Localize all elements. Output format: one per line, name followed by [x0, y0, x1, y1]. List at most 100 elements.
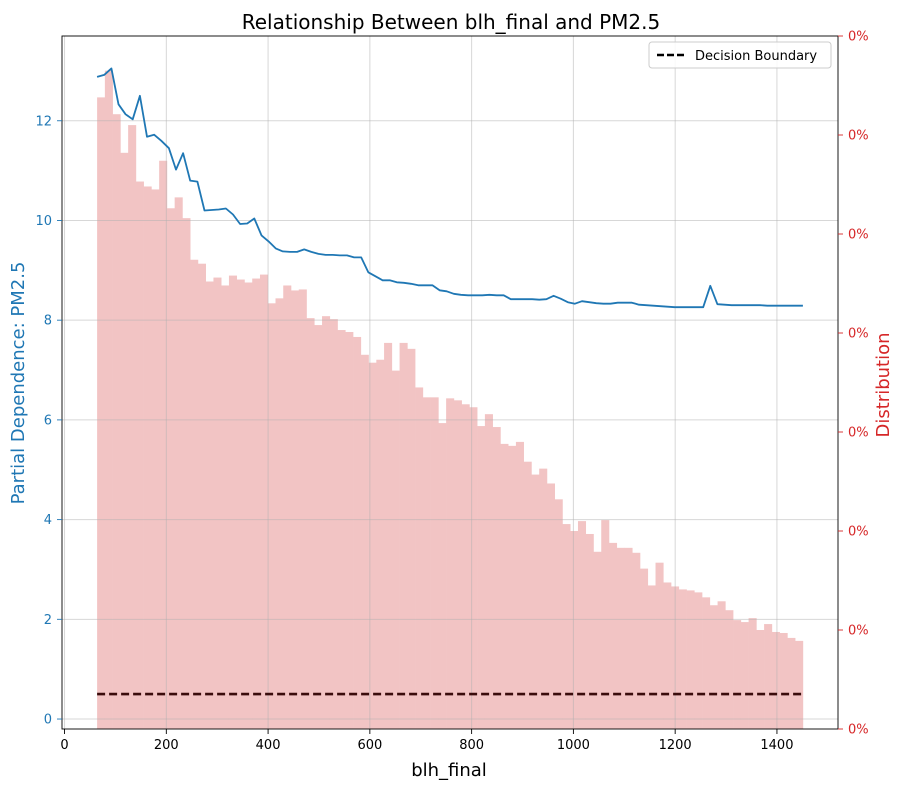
- histogram-layer: [97, 70, 804, 730]
- histogram-bar: [795, 640, 804, 729]
- histogram-bar: [376, 359, 385, 729]
- histogram-bar: [771, 631, 780, 729]
- histogram-bar: [764, 624, 773, 729]
- legend-label: Decision Boundary: [695, 49, 817, 64]
- y2-tick-label: 0%: [848, 426, 869, 441]
- histogram-bar: [112, 114, 121, 729]
- y2-tick-label: 0%: [848, 327, 869, 342]
- histogram-bar: [360, 354, 369, 729]
- histogram-bar: [453, 400, 462, 729]
- histogram-bar: [128, 125, 137, 730]
- histogram-bar: [554, 499, 563, 729]
- y-tick-label: 8: [44, 314, 52, 329]
- grid-layer: [62, 36, 838, 729]
- histogram-bar: [97, 97, 106, 729]
- histogram-bar: [337, 330, 346, 729]
- histogram-bar: [523, 461, 532, 729]
- histogram-bar: [686, 590, 695, 729]
- histogram-bar: [151, 189, 160, 729]
- histogram-bar: [779, 632, 788, 729]
- histogram-bar: [190, 259, 199, 729]
- histogram-bar: [461, 404, 470, 729]
- histogram-bar: [570, 531, 579, 729]
- y-tick-label: 10: [35, 214, 52, 229]
- histogram-bar: [166, 208, 175, 729]
- histogram-bar: [663, 582, 672, 729]
- histogram-bar: [632, 552, 641, 729]
- y-axis-label: Partial Dependence: PM2.5: [8, 262, 29, 505]
- y-tick-label: 4: [44, 513, 52, 528]
- y2-tick-label: 0%: [848, 723, 869, 738]
- x-tick-label: 800: [459, 738, 484, 753]
- histogram-bar: [562, 524, 571, 729]
- pdp-line-layer: [96, 67, 803, 309]
- histogram-bar: [205, 281, 214, 729]
- histogram-bar: [655, 562, 664, 729]
- histogram-bar: [484, 414, 493, 729]
- histogram-bar: [717, 601, 726, 729]
- histogram-bar: [477, 426, 486, 729]
- histogram-bar: [694, 592, 703, 729]
- histogram-bar: [640, 568, 649, 729]
- histogram-bar: [399, 342, 408, 729]
- histogram-bar: [283, 285, 292, 729]
- histogram-bar: [787, 637, 796, 729]
- histogram-bar: [601, 520, 610, 729]
- y2-tick-label: 0%: [848, 30, 869, 45]
- histogram-bar: [740, 622, 749, 729]
- histogram-bar: [438, 423, 447, 729]
- histogram-bar: [709, 605, 718, 729]
- histogram-bar: [236, 279, 245, 729]
- histogram-bar: [329, 319, 338, 729]
- histogram-bar: [391, 370, 400, 729]
- y2-tick-label: 0%: [848, 525, 869, 540]
- histogram-bar: [539, 468, 548, 729]
- histogram-bar: [368, 362, 377, 729]
- histogram-bar: [616, 547, 625, 729]
- histogram-bar: [267, 303, 276, 729]
- plot-frame: [61, 35, 839, 730]
- y2-axis-label: Distribution: [873, 332, 894, 437]
- histogram-bar: [353, 336, 362, 729]
- x-tick-label: 600: [357, 738, 382, 753]
- histogram-bar: [577, 521, 587, 729]
- histogram-bar: [647, 585, 656, 729]
- histogram-bar: [345, 332, 354, 729]
- histogram-bar: [608, 542, 618, 729]
- x-tick-label: 400: [256, 738, 281, 753]
- chart-title: Relationship Between blh_final and PM2.5: [242, 10, 660, 34]
- histogram-bar: [515, 441, 524, 729]
- histogram-bar: [259, 274, 269, 729]
- y-tick-label: 6: [44, 413, 52, 428]
- histogram-bar: [422, 397, 431, 729]
- histogram-bar: [492, 427, 501, 729]
- histogram-bar: [197, 263, 206, 729]
- histogram-bar: [624, 547, 633, 729]
- y-tick-label: 12: [35, 114, 52, 129]
- x-axis: 0 200 400 600 800 1000 1200 1400: [60, 729, 793, 753]
- histogram-bar: [546, 483, 556, 729]
- histogram-bar: [291, 290, 300, 729]
- histogram-bar: [593, 551, 602, 729]
- histogram-bar: [306, 318, 315, 729]
- y-axis-right: 0% 0% 0% 0% 0% 0% 0% 0%: [838, 30, 869, 738]
- y-axis-left: 0 2 4 6 8 10 12: [35, 114, 62, 728]
- y-tick-label: 2: [44, 613, 52, 628]
- histogram-bar: [143, 186, 152, 730]
- histogram-bar: [244, 282, 253, 729]
- histogram-bar: [678, 589, 687, 729]
- histogram-bar: [508, 445, 517, 729]
- histogram-bar: [159, 160, 168, 730]
- legend-box: [648, 41, 832, 69]
- histogram-bar: [213, 277, 222, 729]
- histogram-bar: [748, 618, 757, 729]
- x-axis-label: blh_final: [411, 760, 487, 781]
- histogram-bar: [500, 443, 509, 729]
- histogram-bar: [733, 620, 742, 729]
- x-tick-label: 1400: [760, 738, 793, 753]
- histogram-bar: [252, 278, 261, 729]
- histogram-bar: [314, 325, 323, 729]
- histogram-bar: [298, 289, 307, 729]
- histogram-bar: [135, 181, 144, 729]
